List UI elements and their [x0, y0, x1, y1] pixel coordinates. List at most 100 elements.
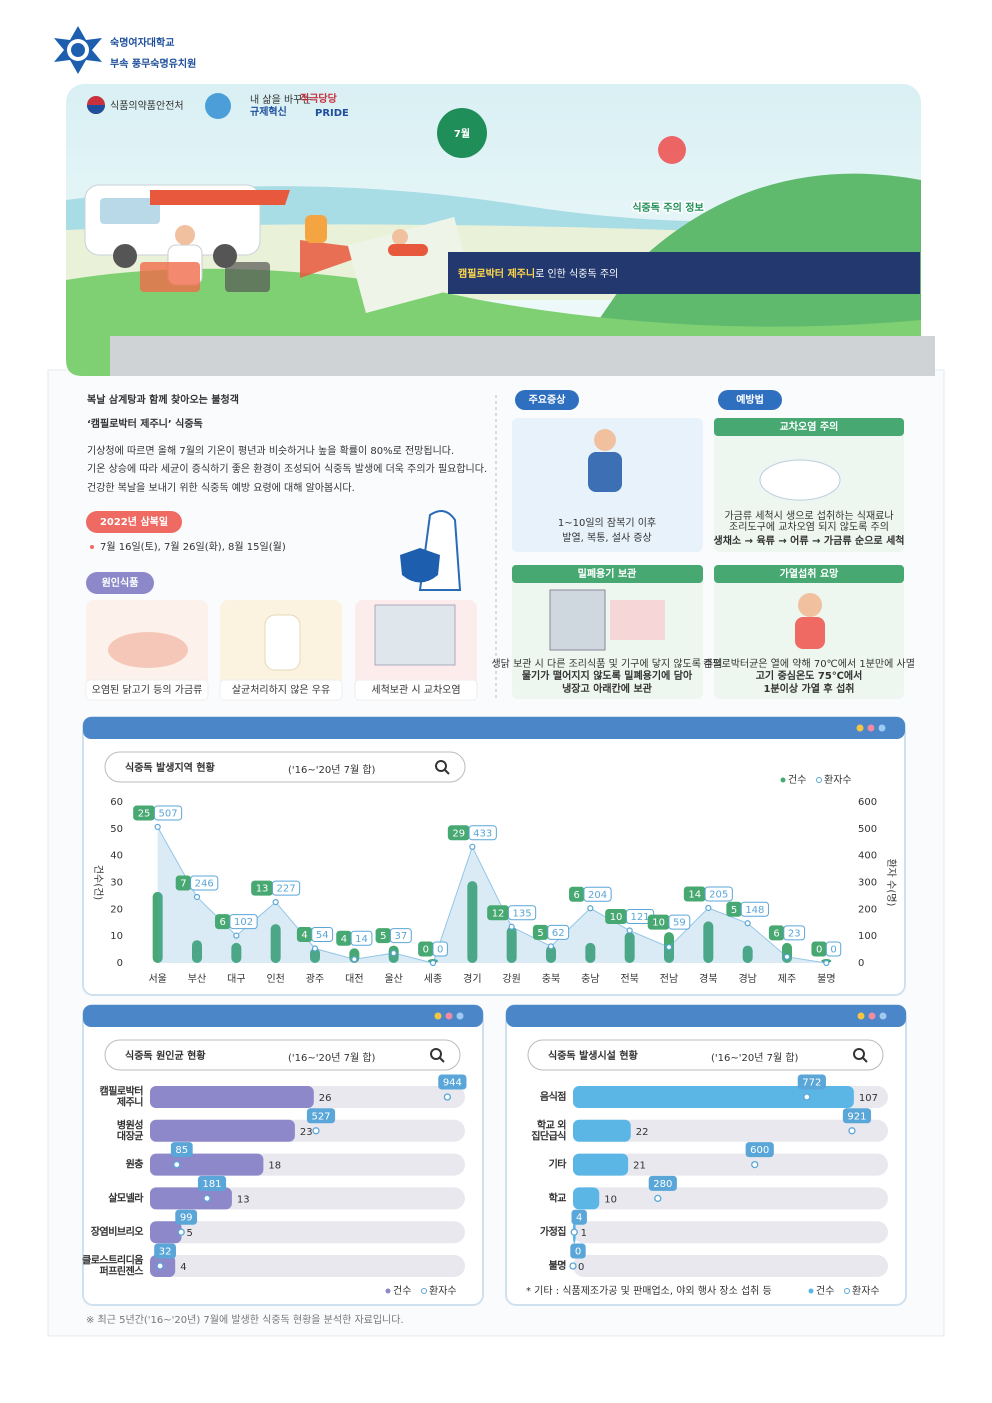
- y2-tick-label: 600: [858, 797, 877, 808]
- value-pill: [583, 886, 612, 902]
- value-pill: [170, 1142, 193, 1158]
- dates: 7월 16일(토), 7월 26일(화), 8월 15일(월): [100, 541, 286, 553]
- search-bar: [104, 751, 466, 783]
- logo-text: 내 삶을 바꾸는: [250, 94, 312, 106]
- value-label: 99: [180, 1213, 193, 1224]
- bar: [310, 948, 320, 963]
- x-tick-label: 불명: [817, 973, 835, 985]
- value-label: 23: [300, 1127, 313, 1138]
- value-label: 227: [277, 884, 296, 895]
- search-icon: [435, 760, 447, 772]
- badge: [515, 390, 579, 410]
- value-label: 62: [552, 928, 565, 939]
- value-label: 0: [437, 945, 443, 956]
- x-tick-label: 제주: [778, 973, 796, 985]
- panel-bar: [83, 1005, 483, 1027]
- panel-dot: [878, 724, 886, 732]
- bar: [573, 1086, 854, 1108]
- school-name: 숙명여자대학교: [110, 36, 174, 49]
- y-tick-label: 50: [110, 824, 123, 835]
- track: [573, 1153, 888, 1176]
- point: [823, 959, 830, 967]
- person-icon: [594, 429, 616, 451]
- intro-heading: ‘캠필로박터 제주니’ 식중독: [87, 417, 203, 430]
- value-label: 23: [788, 928, 801, 939]
- point: [193, 893, 201, 901]
- value-pill: [153, 805, 183, 821]
- legend-label: 건수: [393, 1285, 411, 1297]
- card-line: 조리도구에 교차오염 되지 않도록 주의: [729, 521, 889, 533]
- track: [573, 1187, 888, 1210]
- point: [390, 949, 397, 957]
- intro-heading: 복날 삼계탕과 함께 찾아오는 불청객: [87, 393, 239, 406]
- x-tick-label: 충북: [542, 973, 560, 985]
- card-line: 물기가 떨어지지 않도록 밀폐용기에 담아: [522, 669, 693, 682]
- card-line: 1분이상 가열 후 섭취: [763, 682, 854, 695]
- value-pill: [797, 1074, 826, 1090]
- logo-text: PRIDE: [315, 108, 349, 119]
- y2-axis-title: 환자 수(명): [885, 859, 897, 907]
- intro-paragraph: 건강한 복날을 보내기 위한 식중독 예방 요령에 대해 알아봅시다.: [87, 481, 355, 494]
- panel-dot: [456, 1012, 464, 1020]
- value-label: 54: [316, 930, 329, 941]
- value-label: 527: [311, 1111, 330, 1122]
- value-label: 204: [588, 890, 607, 901]
- chart-subtitle: ('16~'20년 7월 합): [711, 1052, 799, 1064]
- bar: [150, 1153, 264, 1176]
- value-pill: [825, 941, 842, 957]
- badge: [86, 511, 182, 533]
- point: [272, 898, 279, 906]
- legend-marker: [816, 777, 822, 783]
- card-line: 생닭 보관 시 다른 조리식품 및 기구에 닿지 않도록 주의: [491, 657, 722, 670]
- track: [573, 1221, 888, 1244]
- badge-text: 2022년 삼복일: [100, 515, 168, 528]
- point: [177, 1228, 185, 1236]
- y-tick-label: 30: [110, 878, 123, 889]
- value-label: 280: [653, 1179, 672, 1190]
- bar: [506, 926, 517, 963]
- value-label: 4: [180, 1262, 186, 1273]
- value-label: 5: [380, 931, 386, 942]
- value-pill: [311, 927, 334, 943]
- point: [848, 1127, 856, 1135]
- point: [312, 1127, 320, 1135]
- y-tick-label: 살모넬라: [108, 1191, 144, 1204]
- x-tick-label: 강원: [502, 973, 520, 985]
- bar: [152, 891, 163, 963]
- value-label: 102: [234, 917, 253, 928]
- school-sub: 부속 풍무숙명유치원: [110, 57, 196, 70]
- y-axis-title: 건수(건): [92, 865, 104, 901]
- point: [587, 905, 594, 912]
- y-tick-label: 기타: [549, 1158, 568, 1171]
- search-icon: [862, 1057, 868, 1063]
- value-label: 107: [859, 1093, 878, 1104]
- bar: [546, 945, 556, 963]
- subtitle-em: 캠필로박터 제주니: [458, 267, 535, 280]
- card-title: 가열섭취 요망: [780, 567, 839, 580]
- card-line: 가금류 세척시 생으로 섭취하는 식재료나: [724, 509, 893, 522]
- x-tick-label: 경북: [699, 972, 717, 985]
- bar: [150, 1086, 314, 1108]
- value-label: 772: [802, 1078, 821, 1089]
- value-pill: [547, 924, 570, 940]
- value-pill: [190, 875, 219, 891]
- value-label: 12: [492, 908, 505, 919]
- value-label: 10: [610, 912, 623, 923]
- logo-text: 규제혁신: [250, 105, 287, 118]
- point: [569, 1262, 577, 1270]
- y-tick-label: 0: [117, 958, 123, 969]
- value-label: 507: [159, 808, 178, 819]
- value-label: 5: [187, 1228, 193, 1239]
- point: [351, 956, 358, 963]
- prevention-cards: [512, 418, 904, 699]
- value-label: 6: [773, 928, 779, 939]
- point: [751, 1160, 759, 1169]
- badge-text: 주요증상: [529, 393, 567, 406]
- y-tick-label: 집단급식: [531, 1129, 566, 1142]
- bar: [624, 932, 635, 963]
- x-tick-label: 세종: [424, 973, 442, 985]
- value-pill: [175, 1209, 198, 1225]
- y-tick-label: 원충: [126, 1158, 144, 1171]
- value-pill: [468, 825, 497, 841]
- x-tick-label: 울산: [384, 973, 402, 985]
